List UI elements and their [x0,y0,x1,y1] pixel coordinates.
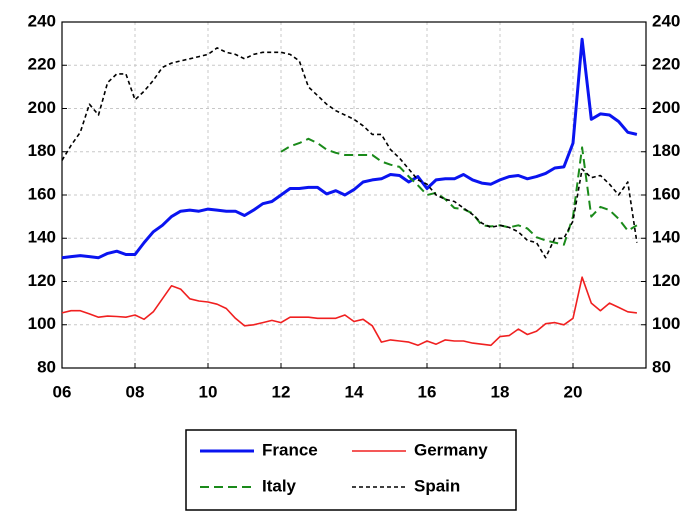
x-tick-label: 08 [126,382,145,401]
y-tick-label: 120 [28,271,56,290]
y2-tick-label: 80 [652,357,671,376]
y2-tick-label: 160 [652,184,680,203]
legend-box [185,429,517,511]
y2-tick-label: 120 [652,271,680,290]
y-tick-label: 100 [28,314,56,333]
y-tick-label: 180 [28,141,56,160]
legend-label: Germany [414,440,488,459]
y2-tick-label: 140 [652,228,680,247]
legend-label: France [262,440,318,459]
y-tick-label: 220 [28,55,56,74]
y2-tick-label: 100 [652,314,680,333]
y-tick-label: 160 [28,184,56,203]
legend-label: Spain [414,476,460,495]
y2-tick-label: 180 [652,141,680,160]
series-line [61,37,638,260]
y-tick-label: 80 [37,357,56,376]
x-tick-label: 18 [491,382,510,401]
x-tick-label: 10 [199,382,218,401]
y2-tick-label: 220 [652,55,680,74]
legend-label: Italy [262,476,297,495]
y2-tick-label: 200 [652,98,680,117]
y-tick-label: 140 [28,228,56,247]
x-tick-label: 16 [418,382,437,401]
x-tick-label: 12 [272,382,291,401]
y-tick-label: 200 [28,98,56,117]
x-tick-label: 06 [53,382,72,401]
y2-tick-label: 240 [652,11,680,30]
x-tick-label: 14 [345,382,364,401]
series-line [61,47,638,259]
series-line [61,276,637,347]
y-tick-label: 240 [28,11,56,30]
x-tick-label: 20 [564,382,583,401]
plot-frame [61,21,647,369]
